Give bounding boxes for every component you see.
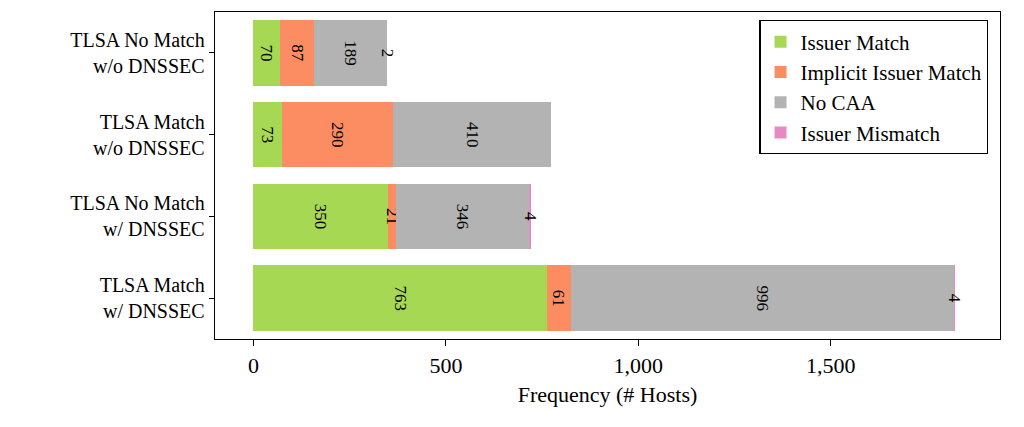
svg-text:TLSA Matchw/ DNSSEC: TLSA Matchw/ DNSSEC	[100, 274, 205, 322]
svg-text:350: 350	[311, 204, 330, 230]
svg-text:Issuer Mismatch: Issuer Mismatch	[801, 122, 941, 146]
svg-text:410: 410	[463, 122, 482, 148]
svg-text:TLSA No Matchw/o DNSSEC: TLSA No Matchw/o DNSSEC	[70, 29, 204, 77]
svg-text:Implicit Issuer Match: Implicit Issuer Match	[801, 61, 982, 85]
svg-text:346: 346	[453, 204, 472, 230]
svg-text:0: 0	[248, 353, 259, 378]
svg-text:4: 4	[945, 294, 964, 303]
svg-text:21: 21	[383, 208, 402, 225]
svg-text:TLSA Matchw/o DNSSEC: TLSA Matchw/o DNSSEC	[93, 111, 205, 159]
svg-text:290: 290	[328, 122, 347, 148]
svg-text:61: 61	[549, 290, 568, 307]
svg-text:2: 2	[378, 49, 397, 58]
svg-text:996: 996	[753, 285, 772, 311]
svg-text:87: 87	[288, 44, 307, 62]
svg-text:4: 4	[521, 212, 540, 221]
svg-text:1,500: 1,500	[806, 353, 856, 378]
svg-text:500: 500	[429, 353, 462, 378]
svg-text:TLSA No Matchw/ DNSSEC: TLSA No Matchw/ DNSSEC	[70, 192, 204, 240]
svg-text:Issuer Match: Issuer Match	[801, 31, 911, 55]
svg-text:Frequency (# Hosts): Frequency (# Hosts)	[518, 382, 698, 407]
svg-text:1,000: 1,000	[614, 353, 664, 378]
svg-text:763: 763	[391, 285, 410, 311]
svg-text:No CAA: No CAA	[801, 91, 877, 115]
svg-text:189: 189	[341, 40, 360, 66]
svg-text:73: 73	[258, 126, 277, 143]
svg-text:70: 70	[257, 44, 276, 61]
